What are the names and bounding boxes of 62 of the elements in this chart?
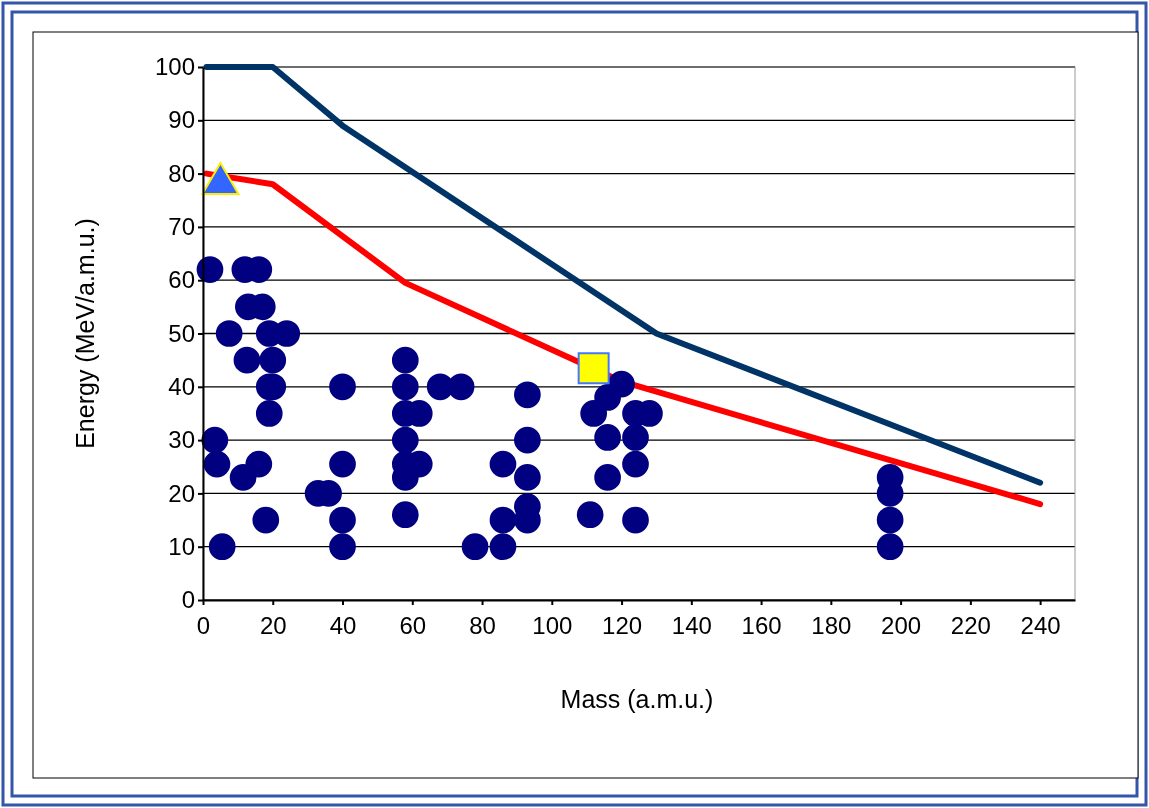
point bbox=[329, 450, 356, 478]
point bbox=[229, 464, 257, 491]
point bbox=[594, 464, 621, 491]
x-tick-label: 120 bbox=[602, 612, 643, 640]
x-tick-label: 100 bbox=[532, 612, 573, 640]
point bbox=[577, 352, 610, 385]
point bbox=[201, 426, 229, 454]
point bbox=[201, 161, 240, 195]
point bbox=[514, 464, 541, 491]
point bbox=[252, 506, 280, 534]
point bbox=[196, 256, 224, 283]
x-tick-label: 220 bbox=[950, 612, 991, 640]
y-tick-label: 70 bbox=[168, 213, 195, 241]
point bbox=[391, 346, 419, 374]
x-tick-label: 20 bbox=[259, 612, 287, 640]
x-tick-label: 60 bbox=[399, 612, 427, 640]
point bbox=[514, 426, 541, 454]
point bbox=[489, 450, 517, 478]
point bbox=[608, 370, 635, 398]
y-tick-label: 20 bbox=[168, 479, 195, 507]
x-tick-label: 140 bbox=[671, 612, 712, 640]
point bbox=[489, 506, 517, 534]
point bbox=[233, 346, 261, 374]
point bbox=[203, 450, 231, 478]
point bbox=[329, 533, 356, 561]
point bbox=[255, 400, 283, 427]
point bbox=[622, 424, 649, 451]
y-axis-title: Energy (MeV/a.m.u.) bbox=[71, 218, 99, 449]
x-tick-label: 160 bbox=[741, 612, 782, 640]
point bbox=[329, 506, 356, 534]
point bbox=[447, 373, 475, 401]
x-tick-label: 40 bbox=[329, 612, 357, 640]
y-tick-label: 30 bbox=[168, 426, 195, 454]
y-tick-label: 60 bbox=[168, 266, 195, 294]
y-tick-label: 10 bbox=[168, 532, 195, 560]
point bbox=[208, 533, 236, 561]
point bbox=[391, 426, 419, 454]
point bbox=[514, 381, 541, 409]
point bbox=[391, 501, 419, 529]
point bbox=[876, 533, 904, 561]
x-tick-label: 180 bbox=[811, 612, 852, 640]
x-tick-label: 240 bbox=[1020, 612, 1061, 640]
point bbox=[215, 320, 243, 347]
x-axis-title: Mass (a.m.u.) bbox=[560, 685, 714, 713]
x-tick-label: 200 bbox=[881, 612, 922, 640]
y-tick-label: 50 bbox=[168, 319, 195, 347]
point bbox=[329, 373, 356, 401]
x-tick-label: 80 bbox=[469, 612, 496, 640]
point bbox=[489, 533, 517, 561]
point bbox=[622, 450, 649, 478]
y-tick-label: 90 bbox=[168, 106, 195, 134]
y-tick-label: 80 bbox=[168, 159, 195, 187]
y-tick-label: 0 bbox=[181, 586, 195, 614]
point bbox=[576, 501, 604, 529]
point bbox=[461, 533, 489, 561]
point bbox=[622, 506, 649, 534]
point bbox=[876, 506, 904, 534]
y-tick-label: 100 bbox=[154, 53, 195, 81]
y-tick-label: 40 bbox=[168, 372, 195, 400]
point bbox=[594, 424, 621, 451]
point bbox=[391, 373, 419, 401]
point bbox=[259, 346, 287, 374]
